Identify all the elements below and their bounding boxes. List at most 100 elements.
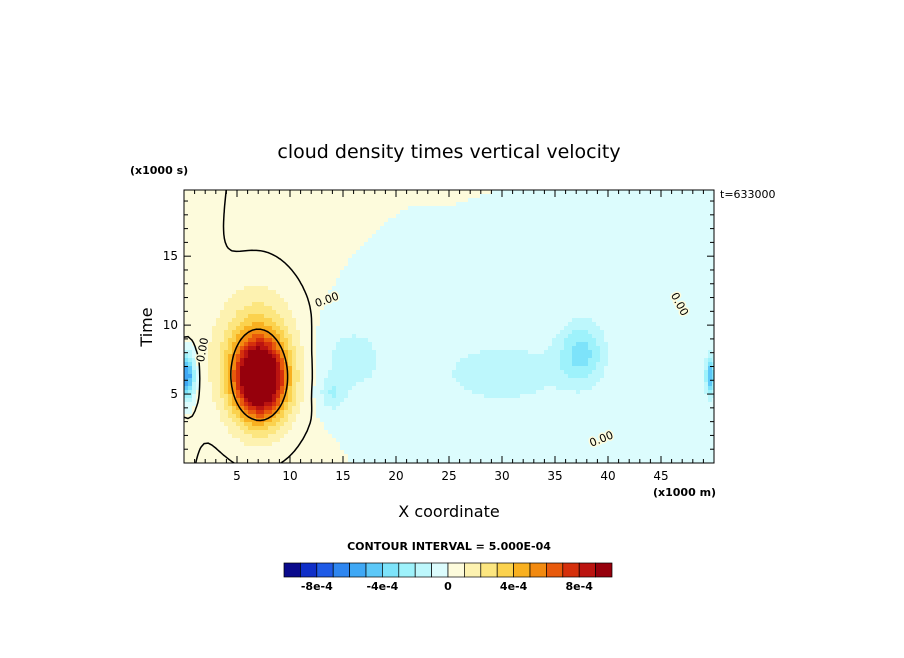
field-cell (388, 254, 393, 259)
field-cell (580, 334, 585, 339)
field-cell (516, 330, 521, 335)
field-cell (704, 238, 709, 243)
field-cell (196, 210, 201, 215)
field-cell (284, 314, 289, 319)
field-cell (428, 322, 433, 327)
field-cell (640, 310, 645, 315)
field-cell (288, 246, 293, 251)
field-cell (292, 262, 297, 267)
field-cell (652, 298, 657, 303)
field-cell (440, 226, 445, 231)
field-cell (472, 238, 477, 243)
field-cell (392, 330, 397, 335)
field-cell (324, 302, 329, 307)
field-cell (288, 310, 293, 315)
field-cell (576, 258, 581, 263)
field-cell (560, 234, 565, 239)
field-cell (184, 282, 189, 287)
field-cell (604, 202, 609, 207)
field-cell (264, 262, 269, 267)
field-cell (308, 274, 313, 279)
field-cell (356, 314, 361, 319)
field-cell (640, 278, 645, 283)
field-cell (444, 314, 449, 319)
field-cell (496, 206, 501, 211)
field-cell (196, 246, 201, 251)
field-cell (496, 322, 501, 327)
field-cell (232, 266, 237, 271)
field-cell (560, 290, 565, 295)
field-cell (468, 330, 473, 335)
field-cell (496, 290, 501, 295)
field-cell (232, 246, 237, 251)
field-cell (624, 314, 629, 319)
field-cell (328, 226, 333, 231)
field-cell (640, 242, 645, 247)
field-cell (528, 334, 533, 339)
field-cell (256, 238, 261, 243)
field-cell (552, 210, 557, 215)
field-cell (272, 306, 277, 311)
field-cell (320, 230, 325, 235)
field-cell (396, 254, 401, 259)
field-cell (348, 310, 353, 315)
field-cell (412, 226, 417, 231)
field-cell (436, 222, 441, 227)
field-cell (368, 202, 373, 207)
field-cell (600, 306, 605, 311)
field-cell (264, 198, 269, 203)
field-cell (468, 334, 473, 339)
field-cell (332, 210, 337, 215)
field-cell (652, 322, 657, 327)
field-cell (472, 318, 477, 323)
field-cell (636, 298, 641, 303)
field-cell (576, 282, 581, 287)
field-cell (276, 266, 281, 271)
field-cell (228, 246, 233, 251)
field-cell (196, 258, 201, 263)
field-cell (684, 274, 689, 279)
field-cell (448, 262, 453, 267)
field-cell (612, 326, 617, 331)
field-cell (336, 282, 341, 287)
field-cell (260, 250, 265, 255)
field-cell (608, 190, 613, 195)
field-cell (272, 282, 277, 287)
field-cell (392, 206, 397, 211)
field-cell (648, 286, 653, 291)
field-cell (568, 246, 573, 251)
field-cell (504, 310, 509, 315)
field-cell (644, 278, 649, 283)
field-cell (572, 318, 577, 323)
field-cell (388, 274, 393, 279)
field-cell (640, 266, 645, 271)
field-cell (508, 198, 513, 203)
field-cell (452, 290, 457, 295)
field-cell (224, 226, 229, 231)
field-cell (252, 214, 257, 219)
field-cell (380, 210, 385, 215)
field-cell (300, 194, 305, 199)
field-cell (644, 330, 649, 335)
field-cell (276, 290, 281, 295)
field-cell (220, 306, 225, 311)
field-cell (320, 314, 325, 319)
field-cell (280, 218, 285, 223)
field-cell (260, 190, 265, 195)
field-cell (572, 198, 577, 203)
field-cell (448, 286, 453, 291)
field-cell (324, 290, 329, 295)
field-cell (440, 306, 445, 311)
field-cell (564, 310, 569, 315)
field-cell (244, 334, 249, 339)
field-cell (228, 206, 233, 211)
field-cell (188, 262, 193, 267)
field-cell (204, 306, 209, 311)
field-cell (468, 290, 473, 295)
field-cell (452, 226, 457, 231)
field-cell (616, 282, 621, 287)
field-cell (384, 338, 389, 343)
field-cell (596, 330, 601, 335)
field-cell (576, 306, 581, 311)
field-cell (332, 314, 337, 319)
